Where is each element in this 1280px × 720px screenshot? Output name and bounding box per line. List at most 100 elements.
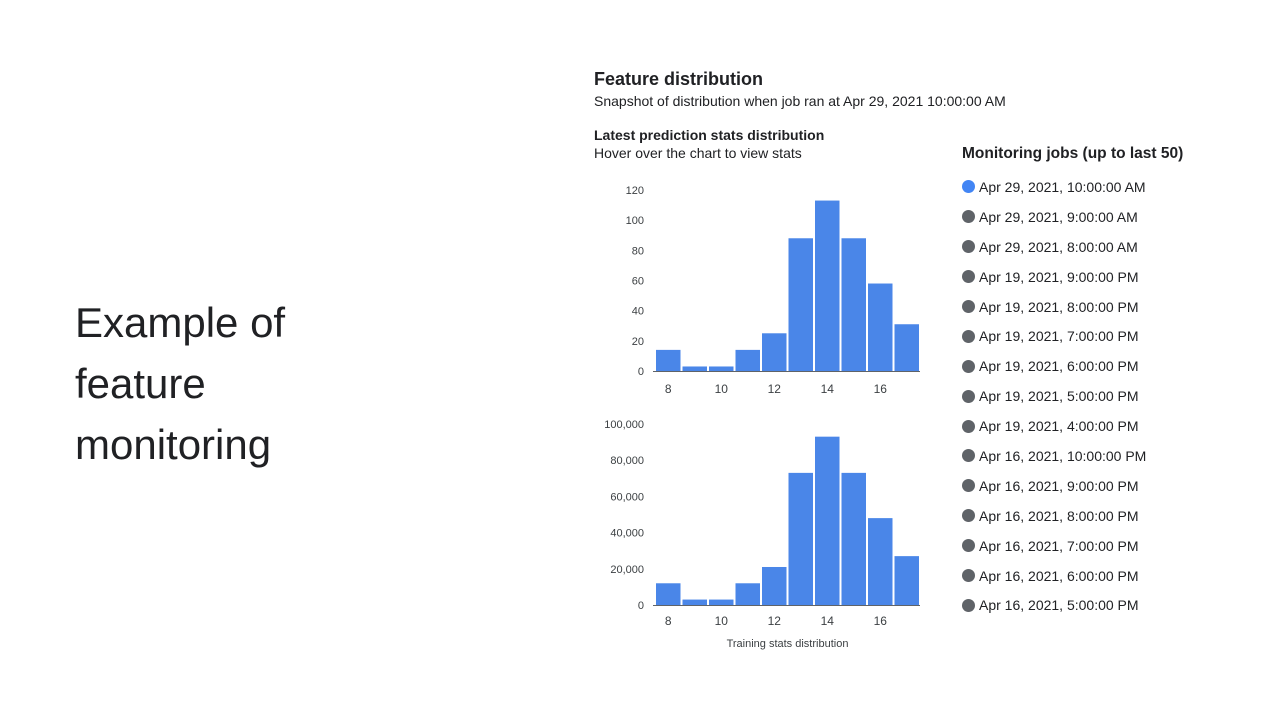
y-tick-label: 0 bbox=[638, 600, 644, 612]
y-tick-label: 40 bbox=[632, 306, 644, 318]
monitoring-job-label: Apr 29, 2021, 9:00:00 AM bbox=[979, 208, 1138, 225]
histogram-bar[interactable] bbox=[762, 566, 787, 605]
feature-distribution-subtitle: Snapshot of distribution when job ran at… bbox=[594, 93, 1006, 109]
histogram-bar[interactable] bbox=[894, 324, 920, 371]
monitoring-job-label: Apr 16, 2021, 9:00:00 PM bbox=[979, 477, 1139, 494]
dot-icon bbox=[962, 449, 975, 463]
dot-icon bbox=[962, 419, 975, 433]
x-tick-label: 10 bbox=[715, 614, 729, 628]
histogram-bar[interactable] bbox=[656, 583, 681, 605]
monitoring-job-item[interactable]: Apr 19, 2021, 9:00:00 PM bbox=[962, 262, 1146, 292]
monitoring-job-item[interactable]: Apr 19, 2021, 8:00:00 PM bbox=[962, 292, 1146, 322]
y-tick-label: 20,000 bbox=[610, 564, 644, 576]
monitoring-job-item[interactable]: Apr 16, 2021, 9:00:00 PM bbox=[962, 471, 1146, 501]
histogram-bar[interactable] bbox=[841, 472, 867, 605]
slide-title-line: Example of bbox=[75, 299, 286, 346]
y-tick-label: 80,000 bbox=[610, 455, 644, 467]
monitoring-job-item[interactable]: Apr 16, 2021, 6:00:00 PM bbox=[962, 561, 1146, 591]
monitoring-job-item[interactable]: Apr 16, 2021, 10:00:00 PM bbox=[962, 441, 1146, 471]
monitoring-job-item[interactable]: Apr 16, 2021, 8:00:00 PM bbox=[962, 501, 1146, 531]
monitoring-jobs-title: Monitoring jobs (up to last 50) bbox=[962, 145, 1184, 162]
histogram-bar[interactable] bbox=[788, 472, 814, 605]
dot-icon bbox=[962, 389, 975, 403]
x-tick-label: 14 bbox=[821, 614, 835, 628]
dot-icon bbox=[962, 479, 975, 493]
slide-title-line: monitoring bbox=[75, 421, 272, 468]
histogram-bar[interactable] bbox=[815, 200, 840, 371]
histogram-bar[interactable] bbox=[656, 349, 681, 371]
dot-icon bbox=[962, 329, 975, 343]
prediction-chart-title: Latest prediction stats distribution bbox=[594, 127, 825, 143]
histogram-bar[interactable] bbox=[709, 366, 734, 371]
histogram-bar[interactable] bbox=[894, 556, 920, 605]
dot-icon bbox=[962, 509, 975, 523]
monitoring-job-item[interactable]: Apr 19, 2021, 4:00:00 PM bbox=[962, 411, 1146, 441]
monitoring-job-label: Apr 29, 2021, 8:00:00 AM bbox=[979, 238, 1138, 255]
x-tick-label: 16 bbox=[874, 614, 888, 628]
histogram-bar[interactable] bbox=[682, 599, 708, 605]
x-axis-label: Training stats distribution bbox=[727, 638, 849, 650]
feature-distribution-title: Feature distribution bbox=[594, 69, 764, 89]
histogram-bar[interactable] bbox=[868, 283, 893, 371]
monitoring-jobs-list: Apr 29, 2021, 10:00:00 AM Apr 29, 2021, 9… bbox=[962, 172, 1146, 620]
monitoring-job-label: Apr 19, 2021, 5:00:00 PM bbox=[979, 388, 1139, 405]
y-tick-label: 100 bbox=[626, 215, 644, 227]
dot-icon bbox=[962, 359, 975, 373]
dot-icon bbox=[962, 210, 975, 224]
y-tick-label: 40,000 bbox=[610, 528, 644, 540]
histogram-bar[interactable] bbox=[815, 436, 840, 605]
histogram-bar[interactable] bbox=[709, 599, 734, 605]
histogram-bar[interactable] bbox=[735, 349, 761, 371]
monitoring-job-item[interactable]: Apr 16, 2021, 5:00:00 PM bbox=[962, 590, 1146, 620]
monitoring-job-label: Apr 16, 2021, 7:00:00 PM bbox=[979, 537, 1139, 554]
monitoring-job-label: Apr 16, 2021, 10:00:00 PM bbox=[979, 447, 1147, 464]
dot-icon bbox=[962, 569, 975, 583]
monitoring-job-item[interactable]: Apr 19, 2021, 5:00:00 PM bbox=[962, 381, 1146, 411]
x-tick-label: 12 bbox=[768, 614, 782, 628]
y-tick-label: 60 bbox=[632, 276, 644, 288]
histogram-bar[interactable] bbox=[788, 238, 814, 371]
dot-icon bbox=[962, 598, 975, 612]
x-tick-label: 12 bbox=[768, 382, 782, 396]
x-tick-label: 14 bbox=[821, 382, 835, 396]
monitoring-job-item[interactable]: Apr 16, 2021, 7:00:00 PM bbox=[962, 531, 1146, 561]
training-stats-histogram[interactable]: 0 20,000 40,000 60,000 80,000 100,000 8 10 12 14 1… bbox=[590, 412, 930, 652]
monitoring-job-label: Apr 16, 2021, 5:00:00 PM bbox=[979, 597, 1139, 614]
monitoring-job-label: Apr 19, 2021, 8:00:00 PM bbox=[979, 298, 1139, 315]
y-tick-label: 0 bbox=[638, 366, 644, 378]
x-tick-label: 8 bbox=[665, 382, 672, 396]
selected-dot-icon bbox=[962, 180, 975, 194]
dot-icon bbox=[962, 240, 975, 254]
y-tick-label: 20 bbox=[632, 336, 644, 348]
slide-title: Example of feature monitoring bbox=[75, 292, 435, 475]
monitoring-job-item[interactable]: Apr 29, 2021, 9:00:00 AM bbox=[962, 202, 1146, 232]
histogram-bar[interactable] bbox=[841, 238, 867, 371]
dot-icon bbox=[962, 270, 975, 284]
monitoring-job-label: Apr 19, 2021, 9:00:00 PM bbox=[979, 268, 1139, 285]
monitoring-job-label: Apr 29, 2021, 10:00:00 AM bbox=[979, 178, 1146, 195]
monitoring-job-label: Apr 19, 2021, 6:00:00 PM bbox=[979, 358, 1139, 375]
monitoring-job-label: Apr 19, 2021, 7:00:00 PM bbox=[979, 328, 1139, 345]
dot-icon bbox=[962, 539, 975, 553]
monitoring-job-label: Apr 19, 2021, 4:00:00 PM bbox=[979, 418, 1139, 435]
monitoring-job-item[interactable]: Apr 29, 2021, 8:00:00 AM bbox=[962, 232, 1146, 262]
monitoring-job-item[interactable]: Apr 19, 2021, 7:00:00 PM bbox=[962, 321, 1146, 351]
prediction-stats-histogram[interactable]: 0 20 40 60 80 100 120 8 10 12 14 16 bbox=[590, 178, 930, 400]
monitoring-job-item[interactable]: Apr 19, 2021, 6:00:00 PM bbox=[962, 351, 1146, 381]
x-tick-label: 8 bbox=[665, 614, 672, 628]
x-tick-label: 16 bbox=[874, 382, 888, 396]
prediction-chart-hint: Hover over the chart to view stats bbox=[594, 145, 802, 161]
histogram-bar[interactable] bbox=[762, 333, 787, 371]
dot-icon bbox=[962, 300, 975, 313]
y-tick-label: 60,000 bbox=[610, 491, 644, 503]
y-tick-label: 100,000 bbox=[604, 419, 644, 431]
x-tick-label: 10 bbox=[715, 382, 729, 396]
histogram-bar[interactable] bbox=[735, 583, 761, 605]
histogram-bar[interactable] bbox=[682, 366, 708, 371]
monitoring-job-label: Apr 16, 2021, 8:00:00 PM bbox=[979, 507, 1139, 524]
y-tick-label: 120 bbox=[626, 185, 644, 197]
monitoring-job-item[interactable]: Apr 29, 2021, 10:00:00 AM bbox=[962, 172, 1146, 202]
histogram-bar[interactable] bbox=[868, 518, 893, 605]
y-tick-label: 80 bbox=[632, 245, 644, 257]
monitoring-job-label: Apr 16, 2021, 6:00:00 PM bbox=[979, 567, 1139, 584]
